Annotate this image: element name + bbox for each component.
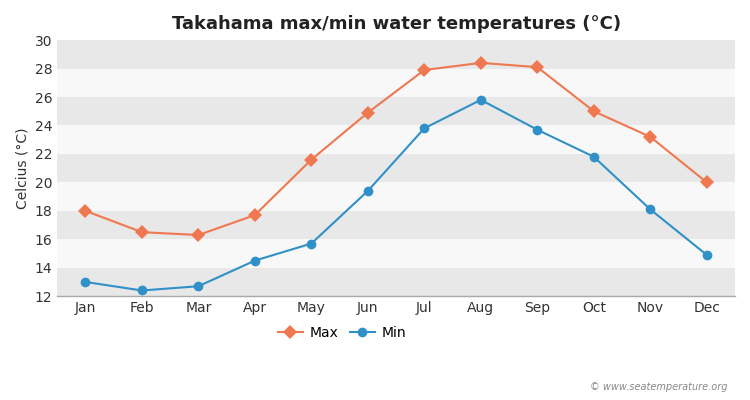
Bar xyxy=(57,68,735,97)
Max xyxy=(646,134,655,139)
Bar xyxy=(57,239,735,268)
Min xyxy=(420,126,429,131)
Line: Min: Min xyxy=(80,95,712,295)
Y-axis label: Celcius (°C): Celcius (°C) xyxy=(15,127,29,209)
Min xyxy=(251,258,260,263)
Min xyxy=(476,98,485,102)
Min xyxy=(702,252,711,257)
Line: Max: Max xyxy=(80,58,712,240)
Max xyxy=(137,230,146,234)
Max xyxy=(363,110,372,115)
Bar xyxy=(57,40,735,68)
Bar xyxy=(57,268,735,296)
Min xyxy=(81,280,90,284)
Max xyxy=(420,68,429,72)
Min xyxy=(590,154,598,159)
Max xyxy=(81,208,90,213)
Max xyxy=(702,180,711,185)
Min xyxy=(194,284,203,289)
Title: Takahama max/min water temperatures (°C): Takahama max/min water temperatures (°C) xyxy=(172,15,621,33)
Bar xyxy=(57,182,735,211)
Max xyxy=(476,60,485,65)
Max xyxy=(251,213,260,218)
Max xyxy=(307,157,316,162)
Bar xyxy=(57,211,735,239)
Bar xyxy=(57,97,735,126)
Text: © www.seatemperature.org: © www.seatemperature.org xyxy=(590,382,728,392)
Min xyxy=(646,207,655,212)
Max xyxy=(590,109,598,114)
Min xyxy=(307,241,316,246)
Max xyxy=(194,233,203,238)
Min xyxy=(532,127,542,132)
Bar xyxy=(57,154,735,182)
Min xyxy=(363,188,372,193)
Bar xyxy=(57,126,735,154)
Max xyxy=(532,65,542,70)
Legend: Max, Min: Max, Min xyxy=(272,320,412,346)
Min xyxy=(137,288,146,293)
